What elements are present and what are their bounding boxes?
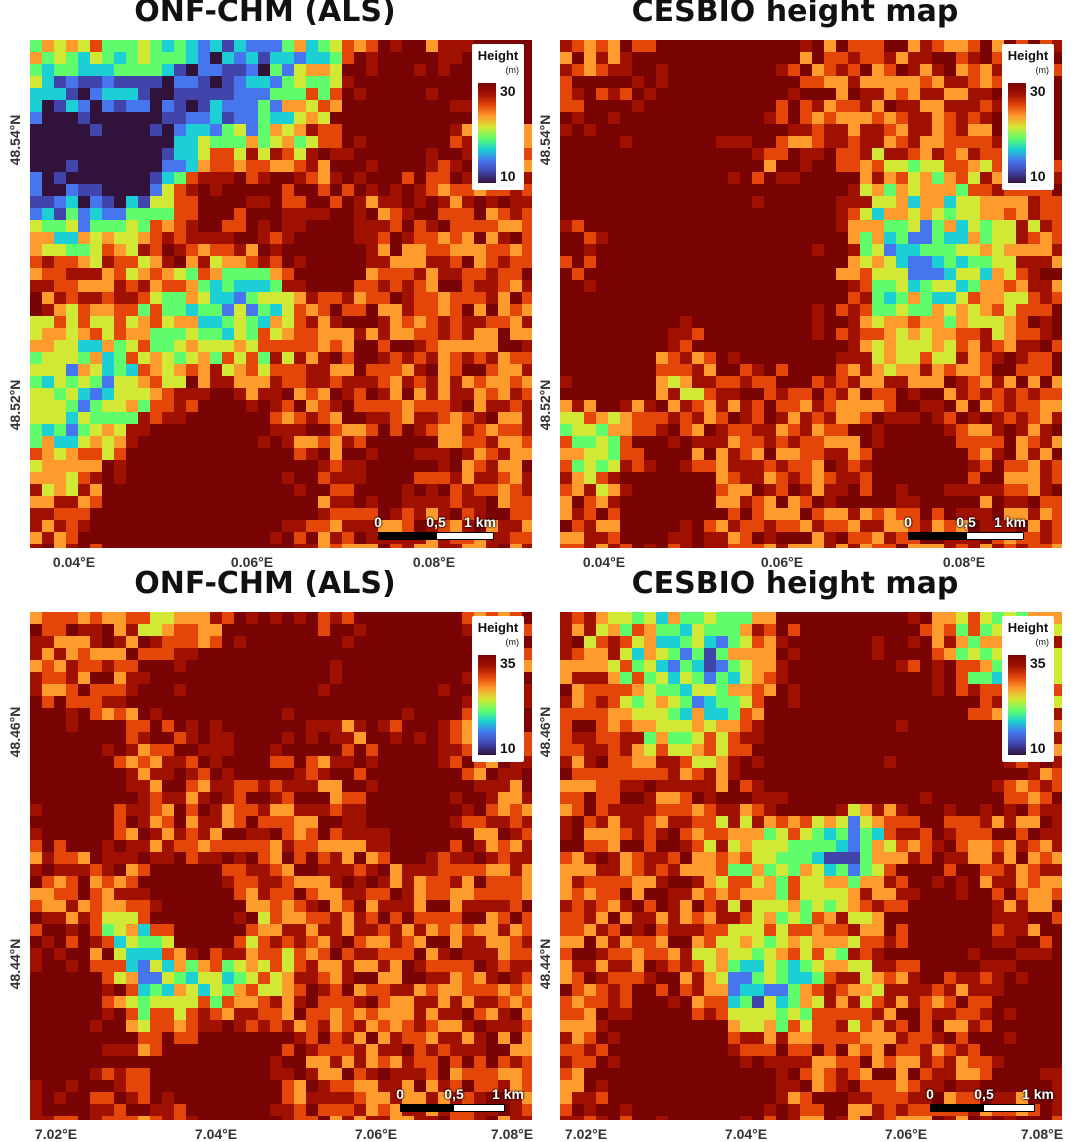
scale-label-half: 0,5 — [956, 514, 976, 530]
scale-segment-white — [966, 532, 1024, 540]
legend-unit: (m) — [505, 637, 520, 647]
scale-segment-white — [436, 532, 494, 540]
scale-segment-white — [453, 1104, 505, 1112]
legend-max: 30 — [1030, 83, 1046, 99]
scale-segment-white — [983, 1104, 1035, 1112]
scale-segment-black — [930, 1104, 984, 1112]
scale-bar: 0 0,5 1 km — [396, 1086, 524, 1126]
legend-max: 30 — [500, 83, 516, 99]
lat-label: 48.46°N — [7, 706, 23, 758]
legend-title: Height — [477, 48, 519, 63]
scale-label-half: 0,5 — [426, 514, 446, 530]
map-panel-onf-chm-bottom: ONF-CHM (ALS) 48.46°N 48.44°N 7.02°E 7.0… — [0, 566, 534, 1142]
height-legend: Height (m) 30 10 — [1002, 44, 1054, 190]
lon-label: 0.08°E — [412, 554, 456, 570]
scale-segment-black — [378, 532, 438, 540]
lat-label: 48.54°N — [537, 114, 553, 166]
lon-label: 0.06°E — [230, 554, 274, 570]
legend-unit: (m) — [1035, 637, 1050, 647]
legend-min: 10 — [500, 168, 516, 184]
legend-min: 10 — [1030, 740, 1046, 756]
lon-label: 7.02°E — [34, 1126, 78, 1142]
panel-title: CESBIO height map — [631, 0, 959, 29]
legend-unit: (m) — [505, 65, 520, 75]
map-panel-cesbio-bottom: CESBIO height map 48.46°N 48.44°N 7.02°E… — [530, 566, 1064, 1142]
panel-title: CESBIO height map — [631, 566, 959, 601]
lon-label: 7.04°E — [724, 1126, 768, 1142]
lon-label: 7.08°E — [1020, 1126, 1064, 1142]
scale-label-full: 1 km — [1022, 1086, 1054, 1102]
legend-max: 35 — [500, 655, 516, 671]
height-legend: Height (m) 30 10 — [472, 44, 524, 190]
panel-title: ONF-CHM (ALS) — [134, 566, 396, 601]
legend-title: Height — [477, 620, 519, 635]
legend-colorbar — [478, 655, 496, 755]
scale-label-full: 1 km — [464, 514, 496, 530]
scale-label-half: 0,5 — [974, 1086, 994, 1102]
lon-label: 0.08°E — [942, 554, 986, 570]
scale-label-full: 1 km — [492, 1086, 524, 1102]
scale-bar: 0 0,5 1 km — [374, 514, 496, 554]
lon-label: 7.04°E — [194, 1126, 238, 1142]
panel-title: ONF-CHM (ALS) — [134, 0, 396, 29]
height-map-raster — [560, 40, 1062, 548]
lat-label: 48.52°N — [7, 379, 23, 431]
scale-bar: 0 0,5 1 km — [904, 514, 1026, 554]
scale-label-zero: 0 — [374, 514, 382, 530]
lon-label: 7.02°E — [564, 1126, 608, 1142]
scale-label-zero: 0 — [904, 514, 912, 530]
lat-label: 48.52°N — [537, 379, 553, 431]
scale-bar: 0 0,5 1 km — [926, 1086, 1054, 1126]
lon-label: 7.06°E — [354, 1126, 398, 1142]
height-legend: Height (m) 35 10 — [472, 616, 524, 762]
height-map-raster — [30, 40, 532, 548]
legend-min: 10 — [1030, 168, 1046, 184]
lat-label: 48.44°N — [537, 938, 553, 990]
legend-colorbar — [478, 83, 496, 183]
legend-max: 35 — [1030, 655, 1046, 671]
scale-segment-black — [400, 1104, 454, 1112]
scale-segment-black — [908, 532, 968, 540]
legend-title: Height — [1007, 48, 1049, 63]
height-map-raster — [30, 612, 532, 1120]
lat-label: 48.44°N — [7, 938, 23, 990]
lon-label: 0.04°E — [52, 554, 96, 570]
lon-label: 0.04°E — [582, 554, 626, 570]
legend-min: 10 — [500, 740, 516, 756]
legend-colorbar — [1008, 655, 1026, 755]
lon-label: 7.08°E — [490, 1126, 534, 1142]
legend-title: Height — [1007, 620, 1049, 635]
lon-label: 0.06°E — [760, 554, 804, 570]
legend-colorbar — [1008, 83, 1026, 183]
map-panel-onf-chm-top: ONF-CHM (ALS) 48.54°N 48.52°N 0.04°E 0.0… — [0, 0, 532, 570]
scale-label-full: 1 km — [994, 514, 1026, 530]
scale-label-half: 0,5 — [444, 1086, 464, 1102]
scale-label-zero: 0 — [926, 1086, 934, 1102]
lat-label: 48.54°N — [7, 114, 23, 166]
legend-unit: (m) — [1035, 65, 1050, 75]
lon-label: 7.06°E — [884, 1126, 928, 1142]
lat-label: 48.46°N — [537, 706, 553, 758]
map-panel-cesbio-top: CESBIO height map 48.54°N 48.52°N 0.04°E… — [530, 0, 1062, 570]
scale-label-zero: 0 — [396, 1086, 404, 1102]
height-legend: Height (m) 35 10 — [1002, 616, 1054, 762]
height-map-raster — [560, 612, 1062, 1120]
